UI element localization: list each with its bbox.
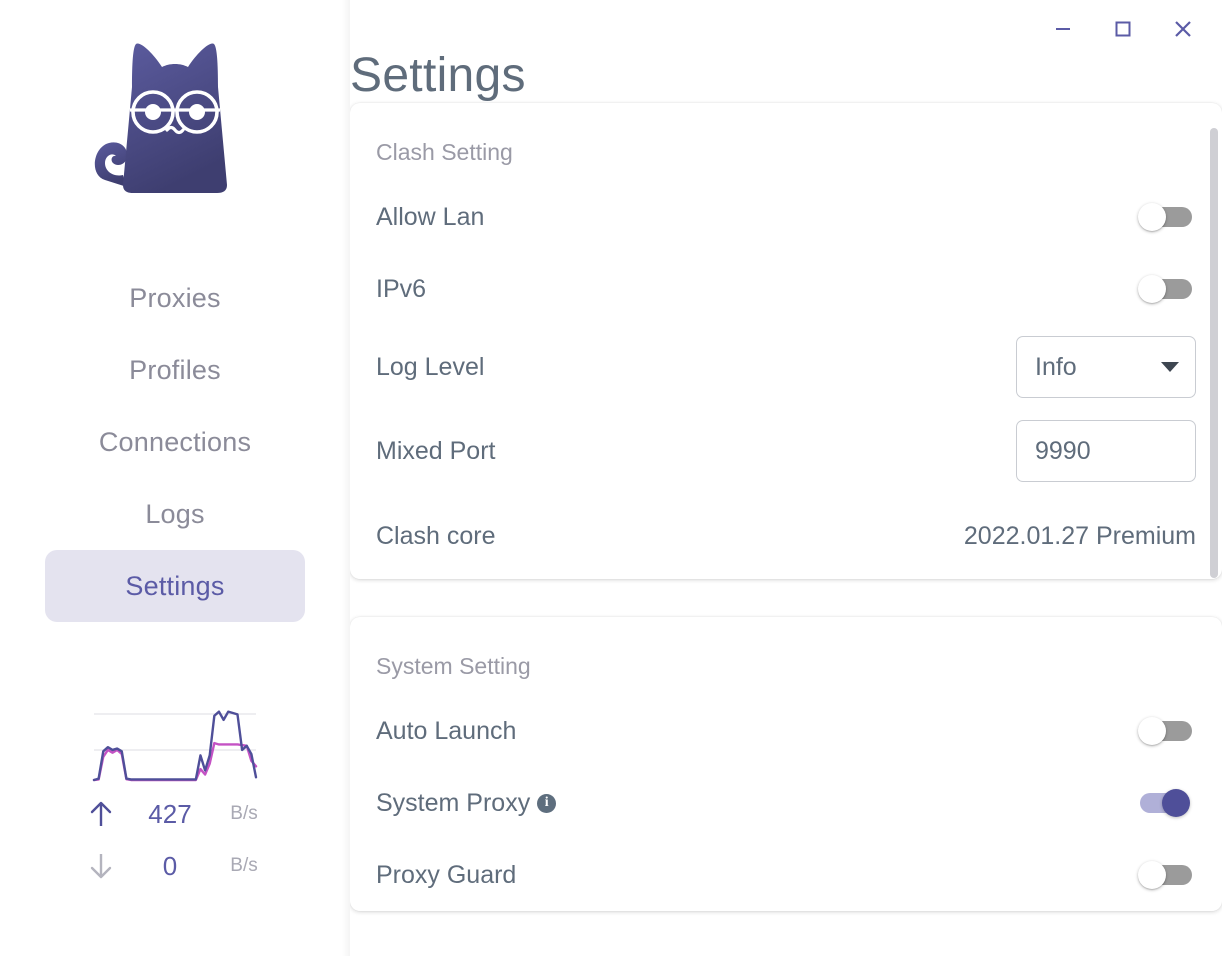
- maximize-icon: [1115, 21, 1131, 37]
- sidebar-item-settings[interactable]: Settings: [45, 550, 305, 622]
- toggle-knob: [1138, 717, 1166, 745]
- sidebar-item-label: Logs: [145, 498, 205, 529]
- row-system-proxy: System Proxy i: [376, 767, 1196, 839]
- download-speed-value: 0: [162, 850, 178, 881]
- row-log-level: Log Level Info: [376, 325, 1196, 409]
- sidebar-item-label: Settings: [125, 570, 225, 601]
- toggle-knob: [1138, 275, 1166, 303]
- sidebar-item-label: Connections: [98, 426, 252, 457]
- app-logo: [75, 22, 275, 228]
- row-label: Allow Lan: [376, 202, 485, 231]
- minimize-icon: [1056, 28, 1070, 30]
- traffic-upload-row: 427 B/s: [75, 788, 275, 840]
- clash-verge-cat-logo: [94, 43, 227, 193]
- minimize-button[interactable]: [1046, 12, 1080, 46]
- row-mixed-port: Mixed Port: [376, 409, 1196, 493]
- ipv6-toggle[interactable]: [1134, 269, 1196, 309]
- sidebar-item-logs[interactable]: Logs: [45, 478, 305, 550]
- proxy-guard-toggle[interactable]: [1134, 855, 1196, 895]
- window-controls: [1046, 12, 1200, 46]
- arrow-down-icon: [75, 851, 127, 881]
- scrollbar-thumb[interactable]: [1210, 128, 1218, 578]
- download-speed-unit: B/s: [230, 855, 258, 876]
- maximize-button[interactable]: [1106, 12, 1140, 46]
- card-title: Clash Setting: [376, 139, 513, 165]
- row-label-wrap: System Proxy i: [376, 788, 557, 818]
- log-level-select[interactable]: Info: [1016, 336, 1196, 398]
- traffic-widget: 427 B/s 0 B/s: [75, 688, 275, 892]
- system-setting-card: System Setting Auto Launch System Proxy …: [350, 617, 1222, 911]
- sidebar-item-label: Proxies: [129, 282, 221, 313]
- row-label: Auto Launch: [376, 716, 517, 745]
- toggle-knob: [1138, 203, 1166, 231]
- clash-setting-card: Clash Setting Allow Lan IPv6: [350, 103, 1222, 579]
- upload-speed-value: 427: [148, 798, 192, 829]
- sidebar-item-proxies[interactable]: Proxies: [45, 262, 305, 334]
- card-title: System Setting: [376, 653, 531, 679]
- page-title: Settings: [350, 49, 526, 102]
- row-label: System Proxy: [376, 788, 531, 817]
- content-area: Settings Clash Setting Allow Lan IPv6: [350, 0, 1222, 956]
- settings-list: Clash Setting Allow Lan IPv6: [350, 103, 1222, 911]
- sidebar: Proxies Profiles Connections Logs Settin…: [0, 0, 350, 956]
- row-clash-core: Clash core 2022.01.27 Premium: [376, 493, 1196, 579]
- row-ipv6: IPv6: [376, 253, 1196, 325]
- close-icon: [1175, 21, 1191, 37]
- sidebar-item-profiles[interactable]: Profiles: [45, 334, 305, 406]
- arrow-up-icon: [75, 799, 127, 829]
- chevron-down-icon: [1161, 362, 1179, 372]
- system-proxy-toggle[interactable]: [1134, 783, 1196, 823]
- traffic-download-row: 0 B/s: [75, 840, 275, 892]
- row-label: Clash core: [376, 521, 496, 550]
- clash-core-version: 2022.01.27 Premium: [963, 521, 1196, 550]
- sidebar-nav: Proxies Profiles Connections Logs Settin…: [45, 262, 305, 622]
- scrollbar[interactable]: [1210, 0, 1218, 956]
- toggle-knob: [1138, 861, 1166, 889]
- log-level-value: Info: [1035, 352, 1077, 381]
- row-label: IPv6: [376, 274, 427, 303]
- row-proxy-guard: Proxy Guard: [376, 839, 1196, 911]
- auto-launch-toggle[interactable]: [1134, 711, 1196, 751]
- close-button[interactable]: [1166, 12, 1200, 46]
- row-label: Log Level: [376, 352, 485, 381]
- traffic-sparkline: [92, 710, 258, 782]
- row-label: Proxy Guard: [376, 860, 517, 889]
- toggle-knob: [1162, 789, 1190, 817]
- row-allow-lan: Allow Lan: [376, 181, 1196, 253]
- info-icon[interactable]: i: [537, 793, 557, 813]
- allow-lan-toggle[interactable]: [1134, 197, 1196, 237]
- sidebar-item-label: Profiles: [129, 354, 221, 385]
- row-label: Mixed Port: [376, 436, 496, 465]
- mixed-port-input[interactable]: [1016, 420, 1196, 482]
- sidebar-item-connections[interactable]: Connections: [45, 406, 305, 478]
- row-auto-launch: Auto Launch: [376, 695, 1196, 767]
- upload-speed-unit: B/s: [230, 803, 258, 824]
